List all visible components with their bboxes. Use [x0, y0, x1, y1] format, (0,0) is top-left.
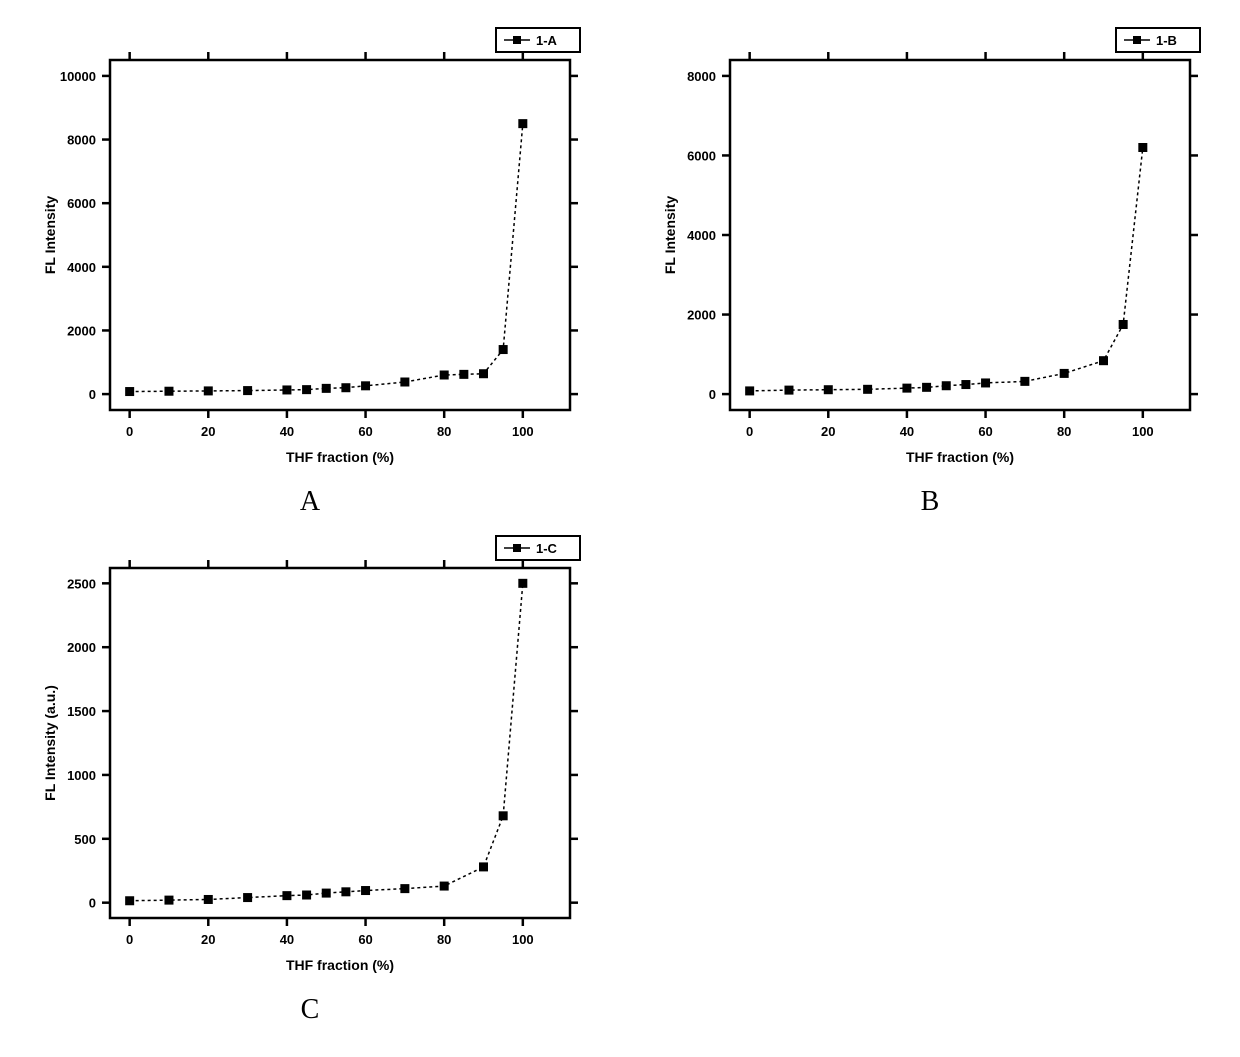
figure-grid: 0204060801000200040006000800010000THF fr… — [20, 20, 1220, 1026]
svg-text:80: 80 — [437, 932, 451, 947]
svg-text:1-B: 1-B — [1156, 33, 1177, 48]
svg-text:2000: 2000 — [687, 308, 716, 323]
svg-text:THF fraction (%): THF fraction (%) — [286, 449, 394, 465]
svg-text:1500: 1500 — [67, 704, 96, 719]
panel-b-label: B — [921, 486, 940, 518]
svg-text:4000: 4000 — [687, 228, 716, 243]
panel-a-label: A — [300, 486, 320, 518]
svg-text:8000: 8000 — [687, 69, 716, 84]
panel-c: 02040608010005001000150020002500THF frac… — [20, 528, 600, 1026]
svg-text:0: 0 — [89, 896, 96, 911]
svg-text:0: 0 — [89, 387, 96, 402]
svg-text:4000: 4000 — [67, 260, 96, 275]
svg-text:20: 20 — [201, 424, 215, 439]
panel-c-label: C — [301, 994, 320, 1026]
svg-text:0: 0 — [709, 387, 716, 402]
chart-a: 0 20 40 60 80 100 0 2000 4000 6000 8000 10000 THF fr… — [30, 20, 590, 480]
svg-text:100: 100 — [512, 932, 534, 947]
svg-text:1-C: 1-C — [536, 541, 558, 556]
svg-text:40: 40 — [280, 424, 294, 439]
svg-text:20: 20 — [201, 932, 215, 947]
svg-text:FL Intensity: FL Intensity — [662, 196, 678, 275]
svg-text:20: 20 — [821, 424, 835, 439]
chart-c: 02040608010005001000150020002500THF frac… — [30, 528, 590, 988]
svg-text:80: 80 — [1057, 424, 1071, 439]
svg-text:1-A: 1-A — [536, 33, 558, 48]
svg-text:0: 0 — [126, 932, 133, 947]
svg-text:60: 60 — [358, 932, 372, 947]
svg-text:8000: 8000 — [67, 133, 96, 148]
svg-text:100: 100 — [1132, 424, 1154, 439]
svg-text:6000: 6000 — [67, 196, 96, 211]
svg-text:0: 0 — [126, 424, 133, 439]
svg-text:80: 80 — [437, 424, 451, 439]
svg-text:2000: 2000 — [67, 640, 96, 655]
svg-text:FL Intensity (a.u.): FL Intensity (a.u.) — [42, 685, 58, 801]
svg-text:10000: 10000 — [60, 69, 96, 84]
svg-text:60: 60 — [358, 424, 372, 439]
svg-text:FL Intensity: FL Intensity — [42, 196, 58, 275]
chart-b: 0 20 40 60 80 100 0 2000 4000 6000 8000 THF fractio… — [650, 20, 1210, 480]
svg-text:60: 60 — [978, 424, 992, 439]
svg-text:THF fraction (%): THF fraction (%) — [286, 957, 394, 973]
svg-text:1000: 1000 — [67, 768, 96, 783]
svg-text:40: 40 — [900, 424, 914, 439]
svg-text:2000: 2000 — [67, 323, 96, 338]
svg-text:100: 100 — [512, 424, 534, 439]
svg-text:0: 0 — [746, 424, 753, 439]
svg-text:2500: 2500 — [67, 576, 96, 591]
panel-a: 0 20 40 60 80 100 0 2000 4000 6000 8000 10000 THF fr… — [20, 20, 600, 518]
svg-text:6000: 6000 — [687, 148, 716, 163]
svg-text:500: 500 — [74, 832, 96, 847]
svg-text:THF fraction (%): THF fraction (%) — [906, 449, 1014, 465]
panel-b: 0 20 40 60 80 100 0 2000 4000 6000 8000 THF fractio… — [640, 20, 1220, 518]
svg-text:40: 40 — [280, 932, 294, 947]
